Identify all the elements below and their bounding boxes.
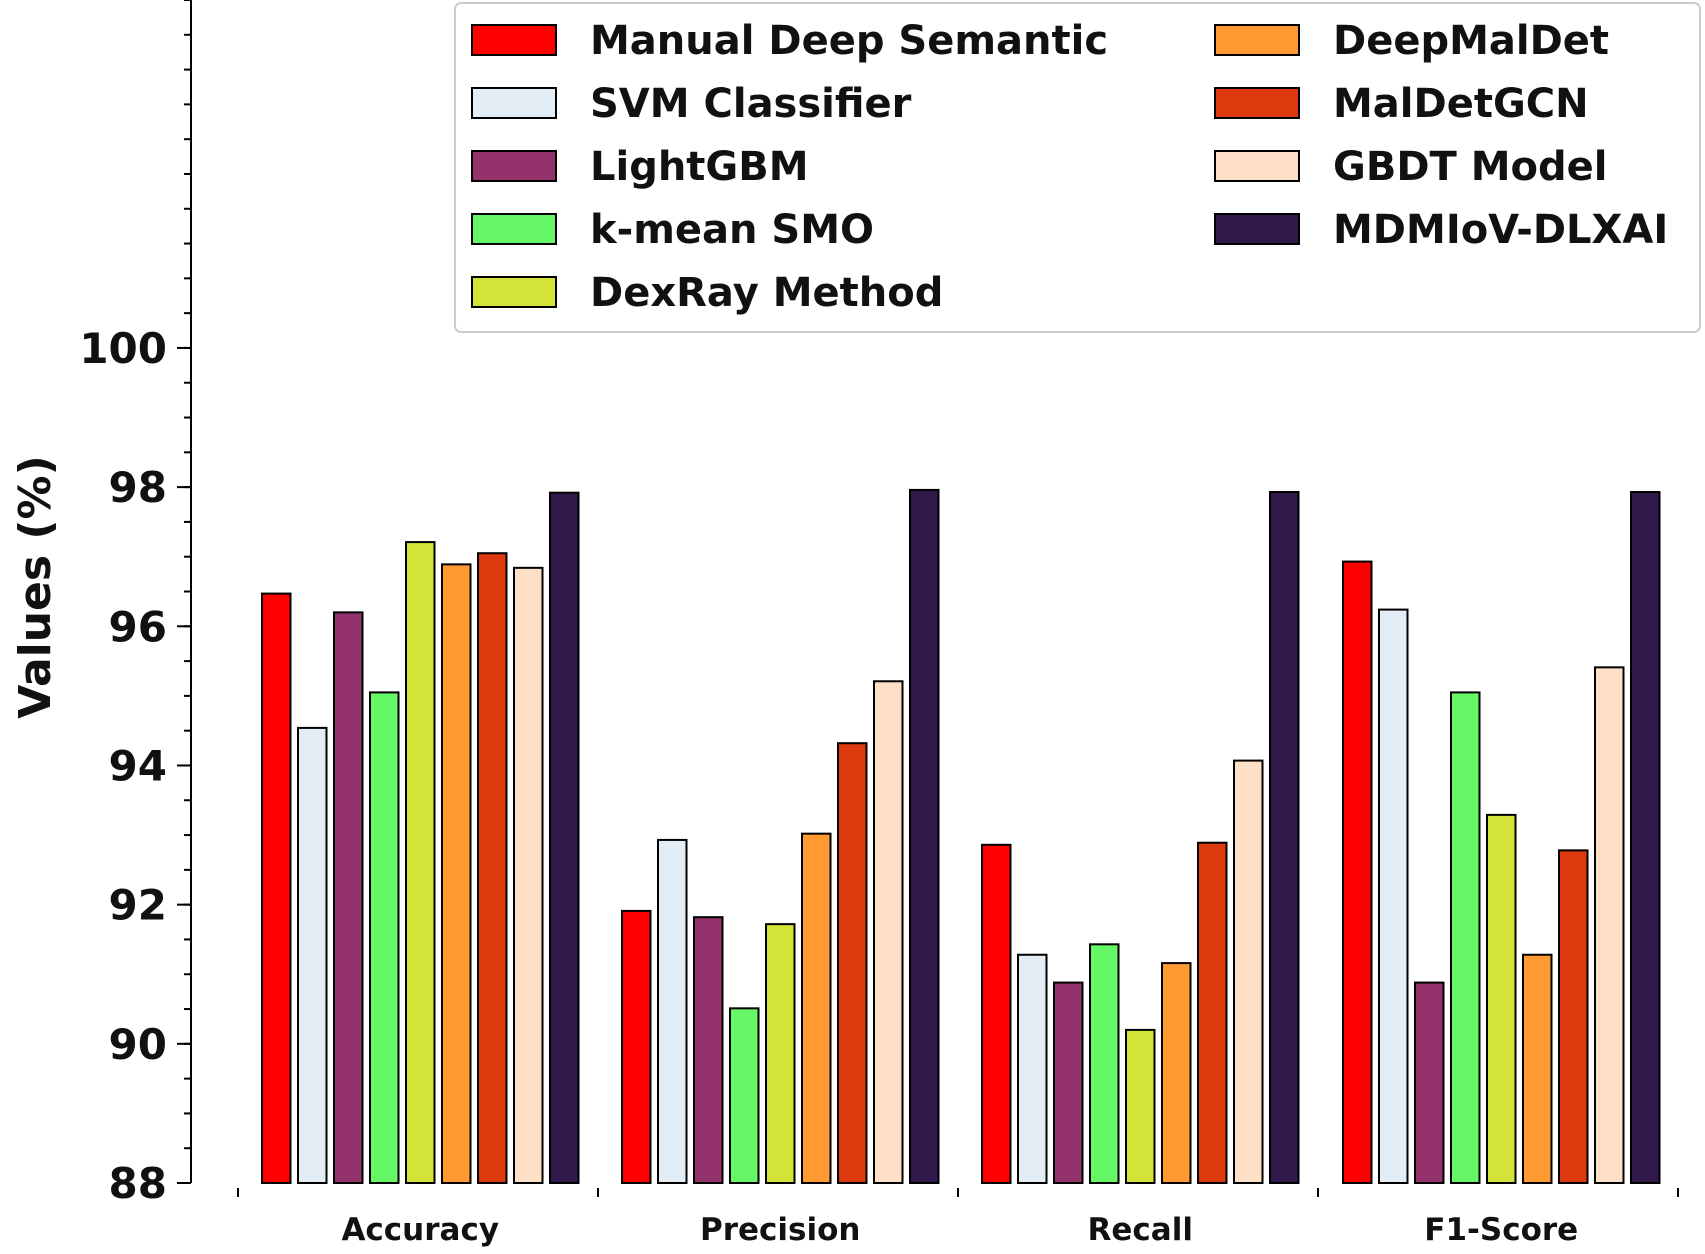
legend-label: k-mean SMO xyxy=(590,207,874,253)
legend-swatch xyxy=(471,276,557,308)
y-tick-label: 96 xyxy=(109,602,167,651)
bar-f1-score-dexray-method[interactable] xyxy=(1486,813,1517,1184)
legend-box xyxy=(454,2,1701,333)
legend-label: LightGBM xyxy=(590,144,809,190)
legend-label: Manual Deep Semantic xyxy=(590,18,1108,64)
legend-label: GBDT Model xyxy=(1333,144,1608,190)
y-tick-label: 92 xyxy=(109,881,167,930)
bar-precision-lightgbm[interactable] xyxy=(693,916,724,1184)
bars xyxy=(261,488,1661,1185)
y-tick-label: 88 xyxy=(109,1159,167,1208)
bar-precision-maldetgcn[interactable] xyxy=(837,742,868,1184)
x-tick-label: Accuracy xyxy=(341,1212,499,1248)
legend[interactable]: Manual Deep Semantic SVM Classifier LightG… xyxy=(454,2,1701,333)
legend-entry[interactable]: MDMIoV-DLXAI xyxy=(1214,207,1668,253)
bar-f1-score-deepmaldet[interactable] xyxy=(1522,953,1553,1185)
y-axis-label: Values (%) xyxy=(10,455,61,718)
legend-swatch xyxy=(471,150,557,182)
legend-entry[interactable]: DeepMalDet xyxy=(1214,18,1609,64)
x-axis: Accuracy Precision Recall F1-Score xyxy=(237,1188,1679,1248)
bar-f1-score-lightgbm[interactable] xyxy=(1414,981,1445,1184)
bar-accuracy-deepmaldet[interactable] xyxy=(441,563,472,1184)
y-axis: 88 90 92 94 96 98 100 xyxy=(79,0,192,1208)
bar-recall-dexray-method[interactable] xyxy=(1125,1028,1156,1184)
bar-accuracy-manual-deep-semantic[interactable] xyxy=(261,592,292,1184)
y-tick-label: 90 xyxy=(109,1020,167,1069)
legend-swatch xyxy=(1214,24,1300,56)
legend-swatch xyxy=(471,213,557,245)
legend-label: DexRay Method xyxy=(590,270,943,316)
legend-label: MalDetGCN xyxy=(1333,81,1589,127)
bar-accuracy-mdmiov-dlxai[interactable] xyxy=(549,491,580,1184)
legend-entry[interactable]: GBDT Model xyxy=(1214,144,1608,190)
bar-accuracy-svm-classifier[interactable] xyxy=(297,726,328,1184)
bar-recall-manual-deep-semantic[interactable] xyxy=(981,843,1012,1184)
legend-entry[interactable]: Manual Deep Semantic xyxy=(471,18,1108,64)
legend-entry[interactable]: SVM Classifier xyxy=(471,81,912,127)
legend-swatch xyxy=(1214,150,1300,182)
x-tick-label: F1-Score xyxy=(1424,1212,1578,1248)
bar-f1-score-maldetgcn[interactable] xyxy=(1558,849,1589,1184)
bar-f1-score-mdmiov-dlxai[interactable] xyxy=(1630,490,1661,1184)
y-tick-label: 94 xyxy=(109,741,167,790)
bar-precision-manual-deep-semantic[interactable] xyxy=(621,909,652,1184)
bar-recall-gbdt-model[interactable] xyxy=(1233,759,1264,1184)
legend-swatch xyxy=(471,87,557,119)
bar-recall-k-mean-smo[interactable] xyxy=(1089,943,1120,1185)
y-tick-label: 98 xyxy=(109,463,167,512)
bar-precision-deepmaldet[interactable] xyxy=(801,832,832,1184)
bar-recall-maldetgcn[interactable] xyxy=(1197,841,1228,1184)
bar-f1-score-gbdt-model[interactable] xyxy=(1594,666,1625,1184)
legend-entry[interactable]: LightGBM xyxy=(471,144,809,190)
bar-recall-deepmaldet[interactable] xyxy=(1161,962,1192,1185)
y-tick-label: 100 xyxy=(79,324,167,373)
bar-precision-mdmiov-dlxai[interactable] xyxy=(909,488,940,1184)
bar-accuracy-k-mean-smo[interactable] xyxy=(369,691,400,1184)
bar-f1-score-svm-classifier[interactable] xyxy=(1378,608,1409,1184)
bar-recall-mdmiov-dlxai[interactable] xyxy=(1269,490,1300,1184)
legend-swatch xyxy=(471,24,557,56)
bar-accuracy-dexray-method[interactable] xyxy=(405,541,436,1184)
legend-label: MDMIoV-DLXAI xyxy=(1333,207,1668,253)
legend-label: DeepMalDet xyxy=(1333,18,1609,64)
bar-precision-k-mean-smo[interactable] xyxy=(729,1007,760,1185)
x-tick-label: Recall xyxy=(1088,1212,1193,1248)
legend-entry[interactable]: DexRay Method xyxy=(471,270,943,316)
legend-label: SVM Classifier xyxy=(590,81,912,127)
bar-precision-dexray-method[interactable] xyxy=(765,923,796,1184)
bar-precision-gbdt-model[interactable] xyxy=(873,680,904,1184)
bar-recall-svm-classifier[interactable] xyxy=(1017,953,1048,1185)
bar-accuracy-lightgbm[interactable] xyxy=(333,611,364,1184)
x-tick-label: Precision xyxy=(700,1212,860,1248)
bar-accuracy-maldetgcn[interactable] xyxy=(477,552,508,1184)
bar-f1-score-manual-deep-semantic[interactable] xyxy=(1342,560,1373,1184)
legend-swatch xyxy=(1214,87,1300,119)
legend-swatch xyxy=(1214,213,1300,245)
bar-f1-score-k-mean-smo[interactable] xyxy=(1450,691,1481,1184)
legend-entry[interactable]: k-mean SMO xyxy=(471,207,874,253)
legend-entry[interactable]: MalDetGCN xyxy=(1214,81,1589,127)
bar-recall-lightgbm[interactable] xyxy=(1053,981,1084,1184)
bar-precision-svm-classifier[interactable] xyxy=(657,838,688,1184)
bar-accuracy-gbdt-model[interactable] xyxy=(513,566,544,1184)
